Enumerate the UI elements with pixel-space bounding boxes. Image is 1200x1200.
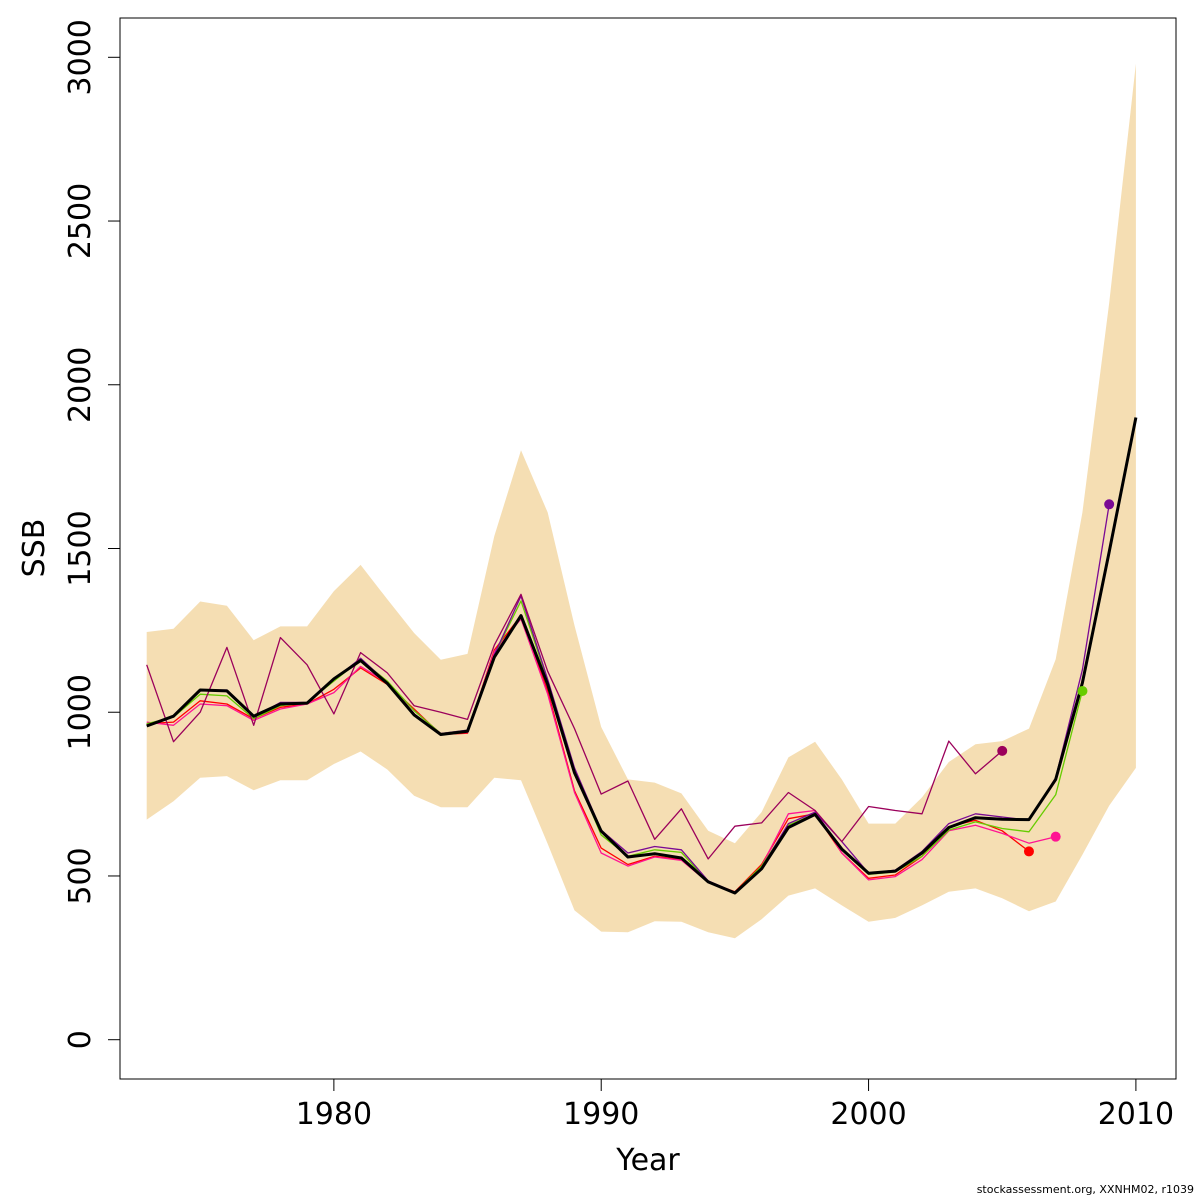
y-tick-label: 3000 bbox=[63, 19, 98, 95]
series-line-2 bbox=[146, 618, 1056, 893]
series-end-point-5 bbox=[997, 745, 1008, 756]
x-tick-label: 1990 bbox=[563, 1097, 639, 1132]
series-line-5 bbox=[146, 593, 1003, 860]
x-tick-label: 2010 bbox=[1098, 1097, 1174, 1132]
y-tick-label: 2000 bbox=[63, 347, 98, 423]
x-tick-label: 1980 bbox=[296, 1097, 372, 1132]
x-axis-title: Year bbox=[615, 1143, 680, 1178]
series-line-6 bbox=[146, 417, 1138, 895]
y-tick-label: 2500 bbox=[63, 183, 98, 259]
series-end-point-1 bbox=[1023, 846, 1034, 857]
y-tick-label: 1500 bbox=[63, 510, 98, 586]
x-axis: 1980 1990 2000 2010 bbox=[296, 1078, 1174, 1132]
series-end-point-4 bbox=[1104, 499, 1115, 510]
end-points-layer bbox=[997, 499, 1115, 857]
x-tick-label: 2000 bbox=[830, 1097, 906, 1132]
series-end-point-2 bbox=[1050, 831, 1061, 842]
y-tick-label: 1000 bbox=[63, 674, 98, 750]
confidence-band-layer bbox=[146, 63, 1136, 939]
series-line-1 bbox=[146, 614, 1030, 893]
y-axis: 0 500 1000 1500 2000 2500 3000 bbox=[63, 19, 121, 1049]
y-tick-label: 0 bbox=[63, 1030, 98, 1049]
footer-credit: stockassessment.org, XXNHM02, r1039 bbox=[976, 1183, 1194, 1196]
series-end-point-3 bbox=[1077, 685, 1088, 696]
confidence-band bbox=[146, 63, 1136, 939]
y-axis-title: SSB bbox=[17, 519, 52, 578]
series-layer bbox=[146, 417, 1138, 895]
y-tick-label: 500 bbox=[63, 847, 98, 904]
